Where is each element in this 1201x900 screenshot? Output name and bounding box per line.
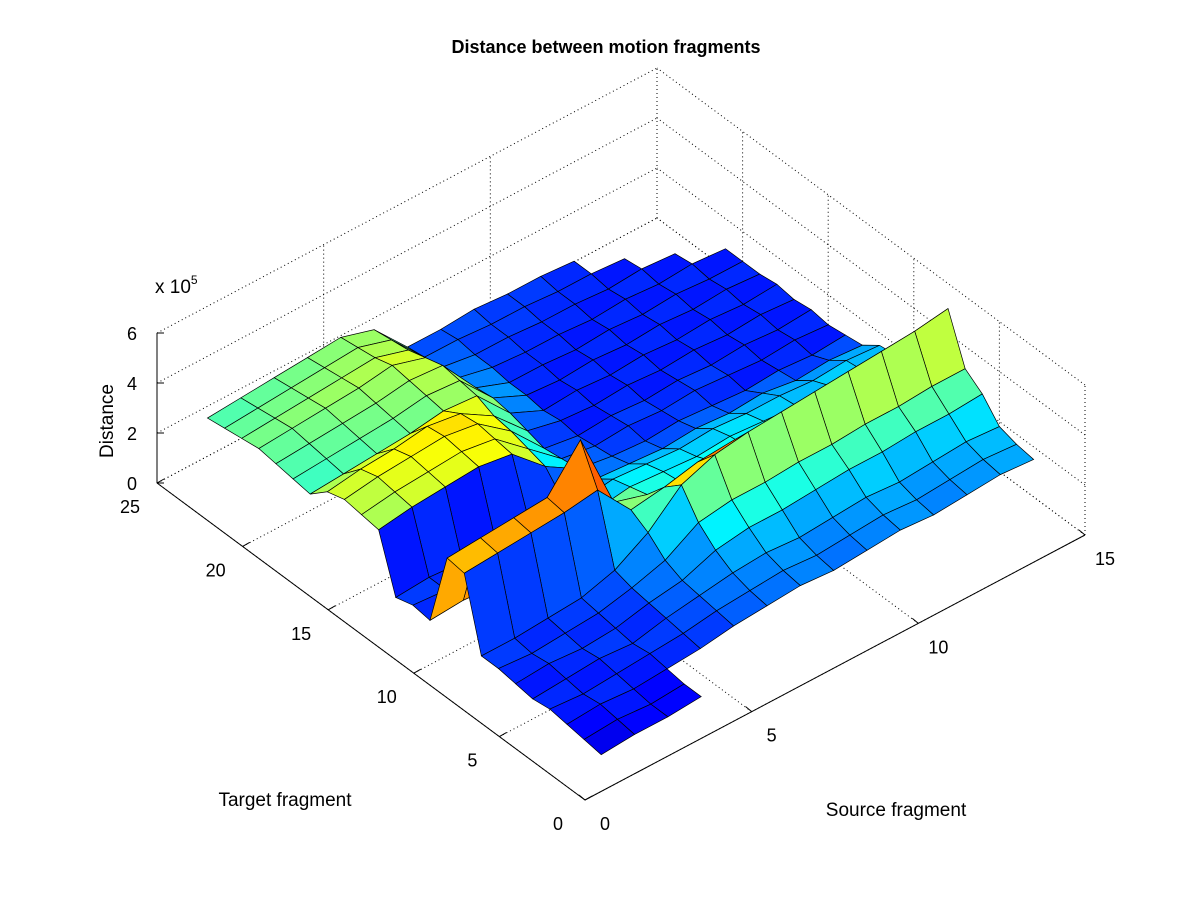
y-tick (499, 732, 507, 738)
grid-line-x (656, 217, 1086, 536)
x-tick (912, 617, 919, 624)
surface-patch (583, 718, 636, 756)
y-tick (242, 541, 250, 547)
x-tick (1078, 529, 1086, 536)
y-tick-label: 0 (553, 814, 563, 834)
x-tick-label: 15 (1095, 549, 1115, 569)
x-tick-label: 5 (767, 726, 777, 746)
z-multiplier-base: x 10 (155, 277, 191, 298)
y-axis-label: Target fragment (218, 790, 352, 811)
z-tick-label: 2 (127, 424, 137, 444)
grid-line-z (656, 67, 1086, 386)
z-tick-label: 4 (127, 374, 137, 394)
y-tick-label: 20 (206, 560, 226, 580)
x-axis-line (584, 534, 1086, 801)
x-tick-label: 0 (600, 814, 610, 834)
y-tick-label: 15 (291, 624, 311, 644)
y-tick-label: 5 (467, 751, 477, 771)
y-tick (156, 478, 165, 484)
y-tick-label: 25 (120, 497, 140, 517)
y-tick-label: 10 (377, 687, 397, 707)
x-tick (578, 794, 586, 801)
z-tick-label: 0 (127, 474, 137, 494)
y-tick (327, 605, 336, 611)
z-multiplier: x 105 (155, 273, 198, 298)
z-tick-label: 6 (127, 324, 137, 344)
x-tick-label: 10 (928, 637, 948, 657)
grid-line-z (656, 117, 1086, 436)
grid-line-z (656, 167, 1086, 486)
x-axis-label: Source fragment (826, 800, 967, 821)
tick-labels: 0 5 10 15 0 5 10 15 20 25 0 2 4 6 (120, 324, 1115, 834)
grid-line-x (490, 305, 919, 624)
y-axis-line (156, 482, 586, 801)
x-tick (745, 706, 752, 713)
z-multiplier-exponent: 5 (191, 273, 198, 287)
axes (156, 332, 1086, 801)
surface (206, 248, 1035, 756)
chart-title: Distance between motion fragments (451, 37, 760, 57)
z-axis-label: Distance (97, 384, 118, 458)
y-tick (584, 795, 593, 801)
y-tick (413, 668, 422, 674)
